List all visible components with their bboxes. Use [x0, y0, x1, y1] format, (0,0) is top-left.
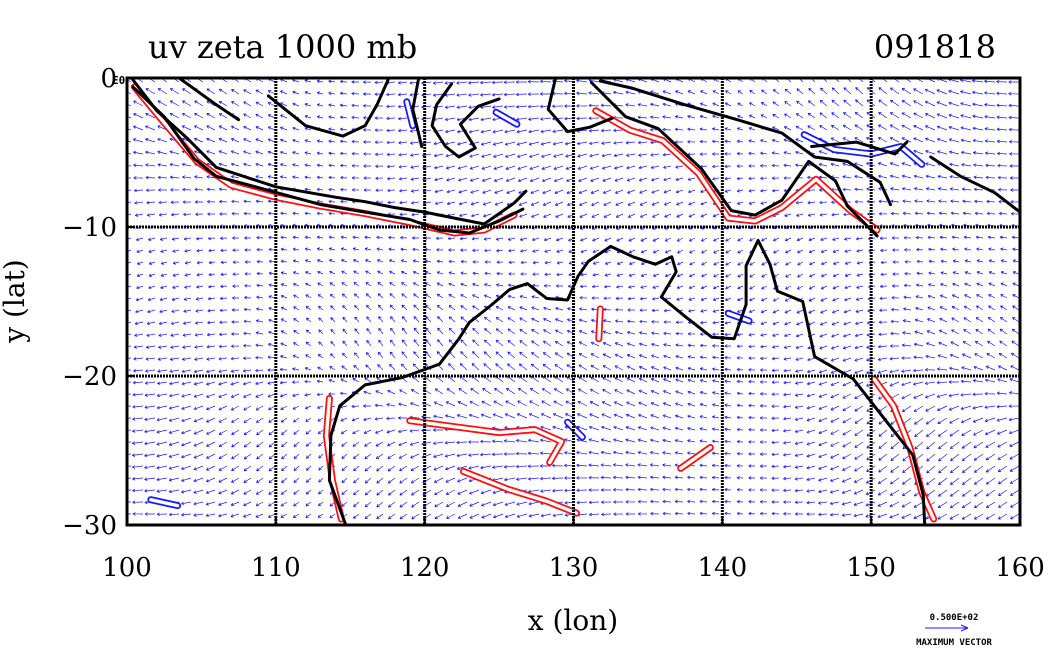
coastline	[589, 81, 879, 238]
y-tick-label: 0	[100, 64, 117, 94]
coastline	[546, 78, 614, 134]
coastline	[411, 78, 424, 148]
map-title: uv zeta 1000 mb	[148, 28, 417, 66]
positive-vorticity-contour-inner	[872, 377, 936, 521]
x-tick-label: 160	[995, 553, 1045, 583]
legend-arrow-head	[960, 624, 969, 632]
negative-vorticity-contour-inner	[494, 110, 519, 126]
positive-vorticity-contour-inner	[679, 445, 713, 471]
corner-label: E0	[112, 74, 125, 87]
coastlines	[130, 78, 1020, 525]
y-axis-label: y (lat)	[0, 259, 31, 343]
coastline	[929, 155, 1020, 214]
y-tick-label: −20	[62, 362, 117, 392]
coastline	[810, 140, 909, 156]
coastline	[130, 78, 528, 226]
coastline	[598, 79, 892, 207]
x-tick-label: 130	[549, 553, 599, 583]
positive-vorticity-contour-inner	[461, 469, 579, 515]
positive-vorticity-contour-inner	[408, 419, 564, 465]
coastline	[266, 78, 391, 138]
coastline	[177, 78, 241, 122]
x-tick-label: 150	[846, 553, 896, 583]
negative-vorticity-contour-inner	[149, 498, 180, 508]
x-tick-label: 110	[251, 553, 301, 583]
y-tick-label: −30	[62, 511, 117, 541]
negative-vorticity-contour-inner	[405, 100, 415, 128]
axis-ticks: 100 110 120 130 140 150 160 0 −10 −20 −30	[62, 64, 1045, 583]
x-tick-label: 100	[102, 553, 152, 583]
coastline	[430, 82, 501, 159]
date-code: 091818	[874, 28, 996, 66]
positive-vorticity-contour-inner	[594, 109, 879, 232]
negative-vorticity-contour-inner	[726, 311, 751, 323]
x-axis-label: x (lon)	[528, 604, 618, 637]
x-tick-label: 120	[400, 553, 450, 583]
legend-vector-label: MAXIMUM VECTOR	[916, 638, 992, 648]
positive-vorticity-contour-inner	[597, 307, 602, 341]
legend-vector-value: 0.500E+02	[930, 613, 979, 623]
x-tick-label: 140	[698, 553, 748, 583]
coastline	[327, 238, 927, 525]
y-tick-label: −10	[62, 213, 117, 243]
lat-lon-grid	[127, 78, 1020, 525]
vector-legend: 0.500E+02 MAXIMUM VECTOR	[916, 613, 992, 648]
coastline	[131, 85, 525, 235]
plot-area	[127, 78, 1020, 525]
